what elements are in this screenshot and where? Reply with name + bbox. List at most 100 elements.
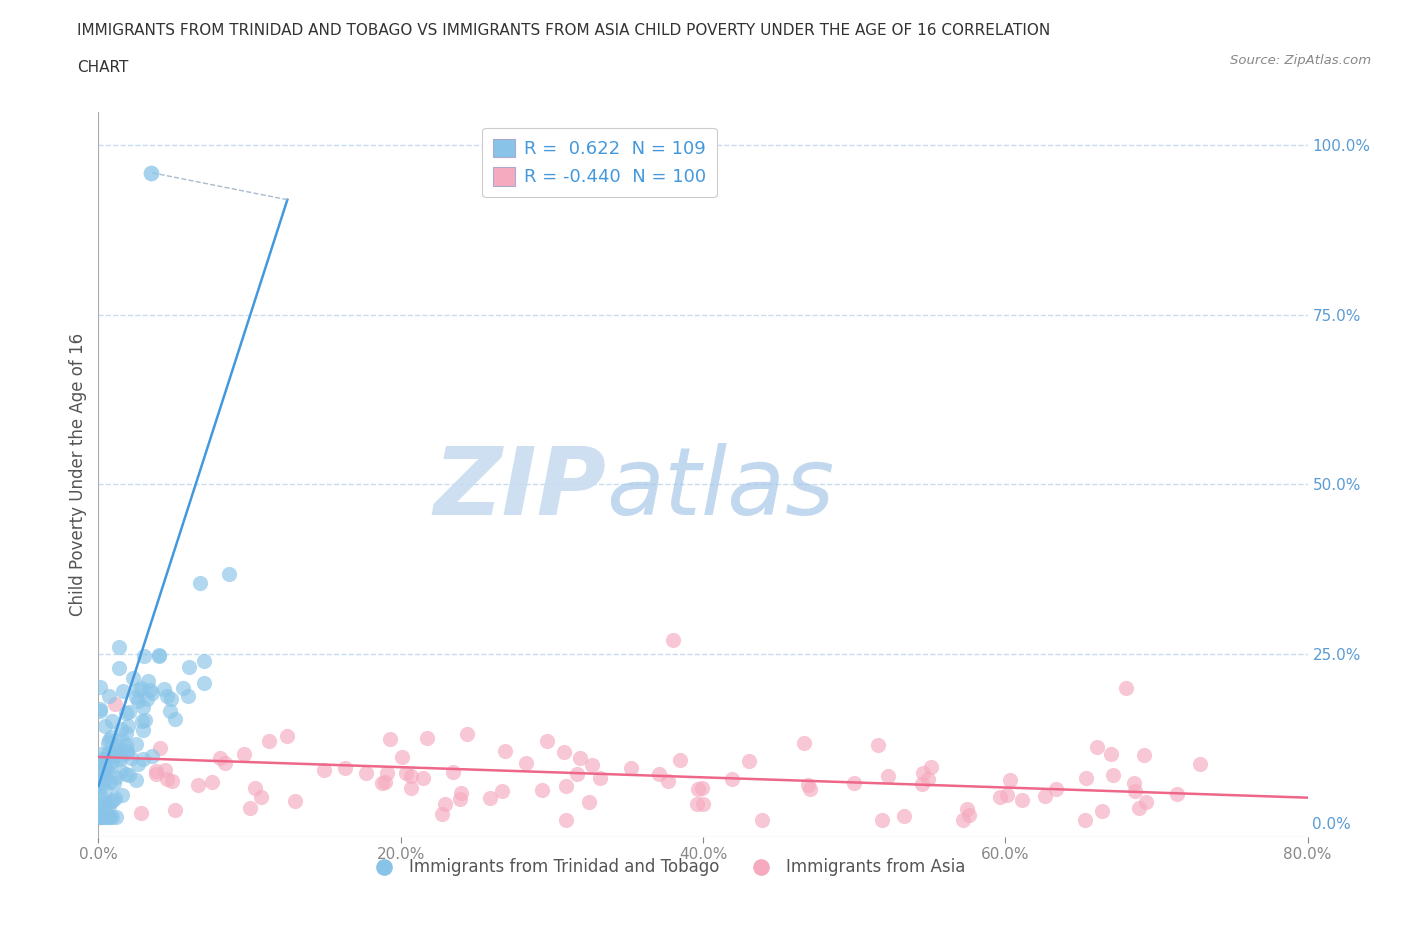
Point — [172, 681, 194, 696]
Point — [103, 776, 125, 790]
Text: Source: ZipAtlas.com: Source: ZipAtlas.com — [1230, 54, 1371, 67]
Point — [1123, 776, 1146, 790]
Point — [686, 782, 709, 797]
Point — [120, 751, 142, 766]
Point — [751, 813, 773, 828]
Point — [156, 772, 179, 787]
Point — [138, 673, 160, 688]
Point — [186, 777, 208, 792]
Point — [90, 806, 112, 821]
Point — [188, 576, 211, 591]
Point — [1085, 740, 1108, 755]
Point — [114, 737, 136, 752]
Point — [89, 809, 111, 824]
Point — [193, 675, 215, 690]
Point — [284, 794, 307, 809]
Point — [416, 731, 439, 746]
Point — [218, 567, 240, 582]
Point — [89, 680, 111, 695]
Point — [115, 744, 138, 759]
Point — [441, 764, 464, 779]
Point — [90, 747, 112, 762]
Point — [690, 780, 713, 795]
Point — [89, 704, 111, 719]
Point — [177, 688, 200, 703]
Point — [912, 765, 935, 780]
Point — [738, 753, 761, 768]
Point — [1189, 756, 1212, 771]
Point — [115, 725, 138, 740]
Point — [93, 753, 115, 768]
Point — [276, 728, 298, 743]
Point — [89, 809, 111, 824]
Point — [797, 777, 820, 792]
Point — [412, 771, 434, 786]
Point — [100, 730, 122, 745]
Point — [90, 809, 112, 824]
Point — [145, 766, 167, 781]
Point — [132, 723, 155, 737]
Point — [108, 751, 131, 766]
Point — [90, 768, 112, 783]
Point — [1115, 681, 1137, 696]
Point — [110, 745, 132, 760]
Point — [1101, 767, 1123, 782]
Point — [115, 746, 138, 761]
Point — [108, 639, 131, 654]
Point — [115, 706, 138, 721]
Point — [374, 775, 396, 790]
Point — [1133, 748, 1156, 763]
Point — [920, 759, 942, 774]
Point — [988, 790, 1011, 804]
Point — [494, 744, 516, 759]
Point — [108, 660, 131, 675]
Point — [657, 773, 679, 788]
Point — [141, 685, 163, 700]
Point — [94, 760, 117, 775]
Point — [138, 683, 160, 698]
Point — [129, 805, 152, 820]
Point — [98, 745, 121, 760]
Point — [721, 772, 744, 787]
Point — [1033, 789, 1056, 804]
Point — [995, 788, 1018, 803]
Point — [536, 733, 558, 748]
Point — [378, 731, 401, 746]
Point — [193, 654, 215, 669]
Point — [430, 806, 453, 821]
Point — [91, 764, 114, 779]
Point — [531, 782, 554, 797]
Point — [208, 751, 231, 765]
Point — [112, 684, 135, 698]
Point — [1128, 801, 1150, 816]
Point — [98, 794, 121, 809]
Point — [89, 809, 111, 824]
Point — [165, 711, 187, 726]
Point — [115, 767, 138, 782]
Point — [491, 783, 513, 798]
Point — [97, 689, 120, 704]
Point — [1045, 781, 1067, 796]
Point — [799, 781, 821, 796]
Point — [515, 755, 537, 770]
Point — [89, 789, 111, 804]
Point — [160, 773, 183, 788]
Point — [94, 809, 117, 824]
Point — [910, 777, 932, 791]
Point — [118, 767, 141, 782]
Point — [1091, 804, 1114, 818]
Point — [111, 788, 134, 803]
Point — [153, 763, 176, 777]
Point — [145, 764, 167, 778]
Point — [1074, 770, 1097, 785]
Point — [395, 765, 418, 780]
Point — [94, 719, 117, 734]
Point — [555, 778, 578, 793]
Point — [141, 166, 163, 180]
Point — [125, 689, 148, 704]
Legend: Immigrants from Trinidad and Tobago, Immigrants from Asia: Immigrants from Trinidad and Tobago, Imm… — [361, 852, 973, 883]
Point — [97, 745, 120, 760]
Point — [97, 798, 120, 813]
Point — [91, 764, 114, 779]
Point — [160, 691, 183, 706]
